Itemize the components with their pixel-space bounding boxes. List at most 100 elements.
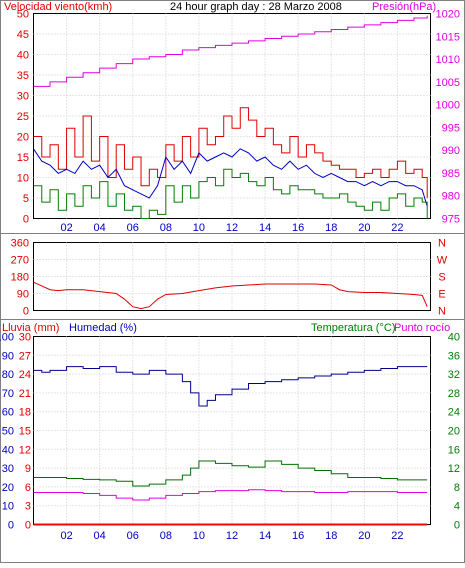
- pressure-y-tick-label: 1005: [436, 77, 460, 89]
- wind-y-tick-label: 45: [17, 29, 29, 41]
- humidity-y-tick-label: 50: [2, 426, 14, 438]
- rain-y-tick-label: 21: [19, 388, 31, 400]
- humidity-series: [33, 366, 428, 407]
- rain-y-tick-label: 9: [25, 463, 31, 475]
- temperature-y-tick-label: 8: [454, 482, 460, 494]
- rain-axis-title: Lluvia (mm): [2, 322, 59, 334]
- pressure-series: [33, 15, 428, 87]
- temperature-y-tick-label: 40: [448, 332, 460, 344]
- humidity-panel-frame: [0, 319, 465, 563]
- direction-series: [33, 281, 428, 310]
- pressure-y-tick-label: 990: [442, 145, 460, 157]
- rain-y-tick-label: 15: [19, 426, 31, 438]
- dewpoint-axis-title: Punto rocío: [394, 322, 450, 334]
- humidity-y-tick-label: 0: [8, 520, 14, 532]
- wind-x-tick-label: 06: [127, 222, 139, 234]
- direction-y-tick-label: 360: [11, 238, 29, 250]
- humidity-y-tick-label: 40: [2, 444, 14, 456]
- wind-x-tick-label: 08: [160, 222, 172, 234]
- gust-series: [33, 107, 428, 198]
- wind-y-tick-label: 25: [17, 111, 29, 123]
- humidity-y-tick-label: 20: [2, 482, 14, 494]
- avg-series: [33, 148, 428, 207]
- rain-y-tick-label: 27: [19, 350, 31, 362]
- wind-x-tick-label: 12: [226, 222, 238, 234]
- wind-y-tick-label: 35: [17, 70, 29, 82]
- direction-y-tick-label: 0: [23, 306, 29, 318]
- humidity-y-tick-label: 90: [2, 350, 14, 362]
- wind-y-tick-label: 20: [17, 132, 29, 144]
- dewpoint-series: [33, 489, 428, 501]
- rain-y-tick-label: 24: [19, 369, 31, 381]
- temperature-series: [33, 460, 428, 487]
- pressure-y-tick-label: 995: [442, 122, 460, 134]
- wind-x-tick-label: 10: [193, 222, 205, 234]
- humidity-y-tick-label: 10: [2, 501, 14, 513]
- humidity-x-tick-label: 10: [193, 530, 205, 542]
- humidity-x-tick-label: 20: [358, 530, 370, 542]
- pressure-y-tick-label: 1015: [436, 31, 460, 43]
- wind-y-tick-label: 15: [17, 152, 29, 164]
- pressure-y-tick-label: 980: [442, 191, 460, 203]
- compass-tick-label: W: [437, 255, 448, 267]
- humidity-x-tick-label: 22: [391, 530, 403, 542]
- wind-y-tick-label: 50: [17, 9, 29, 21]
- wind-x-tick-label: 02: [60, 222, 72, 234]
- wind-y-tick-label: 30: [17, 91, 29, 103]
- wind-axis-title: Velocidad viento(kmh): [4, 1, 112, 13]
- temperature-y-tick-label: 20: [448, 426, 460, 438]
- direction-y-tick-label: 90: [17, 289, 29, 301]
- humidity-y-tick-label: 100: [0, 332, 14, 344]
- compass-tick-label: S: [438, 272, 445, 284]
- low-series: [33, 168, 428, 219]
- gridlines: [33, 13, 431, 525]
- compass-tick-label: N: [438, 238, 446, 250]
- humidity-axis-title: Humedad (%): [69, 322, 137, 334]
- temperature-axis-title: Temperatura (°C): [311, 322, 395, 334]
- compass-tick-label: N: [438, 306, 446, 318]
- humidity-x-tick-label: 08: [160, 530, 172, 542]
- wind-y-tick-label: 10: [17, 173, 29, 185]
- pressure-y-tick-label: 1020: [436, 9, 460, 21]
- pressure-y-tick-label: 985: [442, 168, 460, 180]
- rain-y-tick-label: 12: [19, 444, 31, 456]
- compass-tick-label: E: [438, 289, 445, 301]
- temperature-y-tick-label: 0: [454, 520, 460, 532]
- humidity-y-tick-label: 70: [2, 388, 14, 400]
- humidity-x-tick-label: 16: [292, 530, 304, 542]
- wind-x-tick-label: 20: [358, 222, 370, 234]
- temperature-y-tick-label: 28: [448, 388, 460, 400]
- humidity-y-tick-label: 60: [2, 407, 14, 419]
- temperature-y-tick-label: 4: [454, 501, 460, 513]
- humidity-x-tick-label: 04: [94, 530, 106, 542]
- temperature-y-tick-label: 36: [448, 350, 460, 362]
- wind-x-tick-label: 22: [391, 222, 403, 234]
- rain-y-tick-label: 3: [25, 501, 31, 513]
- pressure-axis-title: Presión(hPa): [372, 1, 436, 13]
- humidity-x-tick-label: 18: [325, 530, 337, 542]
- pressure-y-tick-label: 1000: [436, 100, 460, 112]
- humidity-x-tick-label: 02: [60, 530, 72, 542]
- wind-y-tick-label: 5: [23, 193, 29, 205]
- wind-y-tick-label: 0: [23, 214, 29, 226]
- wind-x-tick-label: 04: [94, 222, 106, 234]
- wind-x-tick-label: 16: [292, 222, 304, 234]
- data-series: [33, 15, 428, 526]
- wind-y-tick-label: 40: [17, 50, 29, 62]
- pressure-y-tick-label: 1010: [436, 54, 460, 66]
- humidity-y-tick-label: 80: [2, 369, 14, 381]
- humidity-x-tick-label: 06: [127, 530, 139, 542]
- temperature-y-tick-label: 32: [448, 369, 460, 381]
- direction-y-tick-label: 270: [11, 255, 29, 267]
- rain-y-tick-label: 6: [25, 482, 31, 494]
- humidity-y-tick-label: 30: [2, 463, 14, 475]
- rain-y-tick-label: 18: [19, 407, 31, 419]
- wind-x-tick-label: 18: [325, 222, 337, 234]
- humidity-x-tick-label: 12: [226, 530, 238, 542]
- rain-y-tick-label: 0: [25, 520, 31, 532]
- pressure-y-tick-label: 975: [442, 214, 460, 226]
- humidity-x-tick-label: 14: [259, 530, 271, 542]
- temperature-y-tick-label: 24: [448, 407, 460, 419]
